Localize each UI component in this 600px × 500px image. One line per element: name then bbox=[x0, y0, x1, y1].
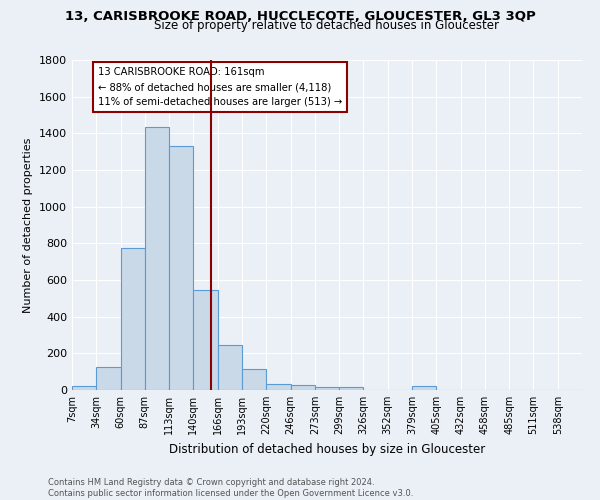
Bar bbox=[339, 386, 364, 390]
X-axis label: Distribution of detached houses by size in Gloucester: Distribution of detached houses by size … bbox=[169, 442, 485, 456]
Bar bbox=[218, 344, 242, 390]
Bar bbox=[121, 248, 145, 390]
Bar bbox=[412, 386, 436, 390]
Text: 13, CARISBROOKE ROAD, HUCCLECOTE, GLOUCESTER, GL3 3QP: 13, CARISBROOKE ROAD, HUCCLECOTE, GLOUCE… bbox=[65, 10, 535, 23]
Bar bbox=[72, 386, 96, 390]
Bar bbox=[145, 126, 169, 390]
Bar bbox=[290, 385, 315, 390]
Bar bbox=[242, 370, 266, 390]
Title: Size of property relative to detached houses in Gloucester: Size of property relative to detached ho… bbox=[155, 20, 499, 32]
Bar bbox=[266, 384, 290, 390]
Text: Contains HM Land Registry data © Crown copyright and database right 2024.
Contai: Contains HM Land Registry data © Crown c… bbox=[48, 478, 413, 498]
Bar bbox=[96, 366, 121, 390]
Bar bbox=[169, 146, 193, 390]
Bar bbox=[193, 290, 218, 390]
Text: 13 CARISBROOKE ROAD: 161sqm
← 88% of detached houses are smaller (4,118)
11% of : 13 CARISBROOKE ROAD: 161sqm ← 88% of det… bbox=[98, 68, 343, 107]
Bar bbox=[315, 386, 339, 390]
Y-axis label: Number of detached properties: Number of detached properties bbox=[23, 138, 34, 312]
